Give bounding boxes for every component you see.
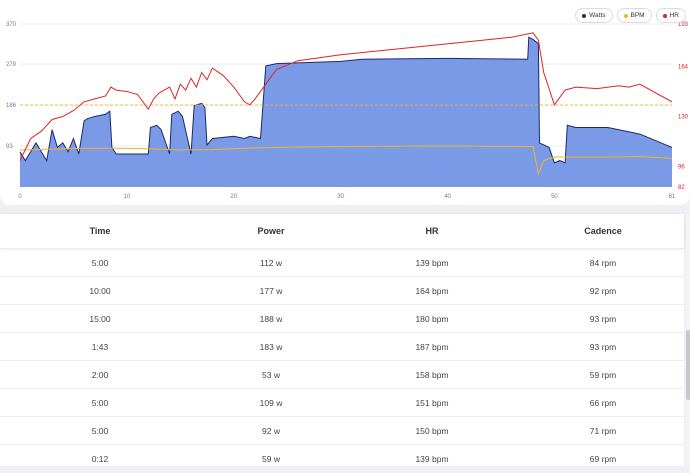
power-hr-chart: 93 186 279 370 96 130 164 193 82 0 10 20 30 40 50 61 <box>6 22 689 200</box>
cell-cadence: 93 rpm <box>589 314 617 324</box>
bpm-dot-icon <box>623 13 628 18</box>
y-tick-left: 370 <box>6 22 17 28</box>
chart-legend: Watts BPM HR <box>575 8 686 23</box>
y-tick-left: 279 <box>6 62 17 68</box>
watts-dot-icon <box>582 13 587 18</box>
header-time[interactable]: Time <box>89 226 111 236</box>
table-row[interactable]: 1:43 183 w 187 bpm 93 rpm <box>0 332 684 361</box>
cell-power: 112 w <box>259 258 283 268</box>
table-header: Time Power HR Cadence <box>0 214 684 248</box>
bpm-line <box>19 145 673 176</box>
cell-cadence: 71 rpm <box>589 426 617 436</box>
cell-cadence: 92 rpm <box>589 286 617 296</box>
y-tick-right: 193 <box>678 22 689 28</box>
header-cadence[interactable]: Cadence <box>584 226 622 236</box>
x-tick: 61 <box>669 194 676 200</box>
y-tick-right: 96 <box>678 164 685 170</box>
table-row[interactable]: 10:00 177 w 164 bpm 92 rpm <box>0 276 684 305</box>
cell-cadence: 66 rpm <box>589 398 617 408</box>
cell-time: 5:00 <box>91 398 109 408</box>
cell-time: 2:00 <box>91 370 109 380</box>
y-tick-right: 164 <box>678 65 689 71</box>
cell-time: 5:00 <box>91 258 109 268</box>
legend-item-hr[interactable]: HR <box>655 8 686 23</box>
cell-cadence: 59 rpm <box>589 370 617 380</box>
legend-label-watts: Watts <box>589 12 606 19</box>
cell-hr: 187 bpm <box>415 342 449 352</box>
table-row[interactable]: 5:00 112 w 139 bpm 84 rpm <box>0 248 684 277</box>
cell-time: 15:00 <box>89 314 111 324</box>
cell-cadence: 93 rpm <box>589 342 617 352</box>
legend-label-hr: HR <box>669 12 679 19</box>
y-tick-left: 186 <box>6 103 17 109</box>
cell-hr: 139 bpm <box>415 258 449 268</box>
cell-power: 177 w <box>259 286 283 296</box>
y-tick-right-bottom: 82 <box>678 185 685 191</box>
hr-line <box>19 32 673 161</box>
legend-label-bpm: BPM <box>630 12 645 19</box>
cell-time: 1:43 <box>91 342 109 352</box>
x-tick: 0 <box>18 194 22 200</box>
x-tick: 50 <box>551 194 558 200</box>
cell-power: 92 w <box>262 426 280 436</box>
hr-dot-icon <box>662 13 667 18</box>
table-row[interactable]: 5:00 109 w 151 bpm 66 rpm <box>0 388 684 417</box>
header-hr[interactable]: HR <box>425 226 439 236</box>
y-tick-left: 93 <box>6 144 13 150</box>
cell-power: 188 w <box>259 314 283 324</box>
cell-hr: 139 bpm <box>415 454 449 464</box>
header-power[interactable]: Power <box>257 226 285 236</box>
cell-power: 53 w <box>262 370 280 380</box>
cell-power: 109 w <box>259 398 283 408</box>
table-row[interactable]: 0:12 59 w 139 bpm 69 rpm <box>0 444 684 473</box>
legend-item-watts[interactable]: Watts <box>575 8 613 23</box>
cell-power: 59 w <box>262 454 280 464</box>
cell-power: 183 w <box>259 342 283 352</box>
cell-time: 5:00 <box>91 426 109 436</box>
scrollbar-thumb[interactable] <box>686 330 690 400</box>
x-tick: 40 <box>444 194 451 200</box>
cell-cadence: 84 rpm <box>589 258 617 268</box>
chart-card: 93 186 279 370 96 130 164 193 82 0 10 20 30 40 50 61 Wa… <box>0 0 690 205</box>
cell-hr: 150 bpm <box>415 426 449 436</box>
cell-hr: 180 bpm <box>415 314 449 324</box>
watts-area <box>20 37 672 188</box>
x-tick: 20 <box>230 194 237 200</box>
legend-item-bpm[interactable]: BPM <box>616 8 652 23</box>
y-tick-right: 130 <box>678 115 689 121</box>
table-row[interactable]: 15:00 188 w 180 bpm 93 rpm <box>0 304 684 333</box>
cell-time: 10:00 <box>89 286 111 296</box>
cell-hr: 164 bpm <box>415 286 449 296</box>
intervals-table: Time Power HR Cadence 5:00 112 w 139 bpm 84… <box>0 214 684 466</box>
cell-cadence: 69 rpm <box>589 454 617 464</box>
table-row[interactable]: 5:00 92 w 150 bpm 71 rpm <box>0 416 684 445</box>
cell-time: 0:12 <box>91 454 109 464</box>
table-row[interactable]: 2:00 53 w 158 bpm 59 rpm <box>0 360 684 389</box>
cell-hr: 151 bpm <box>415 398 449 408</box>
cell-hr: 158 bpm <box>415 370 449 380</box>
x-tick: 30 <box>337 194 344 200</box>
x-tick: 10 <box>124 194 131 200</box>
watts-line <box>19 36 673 164</box>
